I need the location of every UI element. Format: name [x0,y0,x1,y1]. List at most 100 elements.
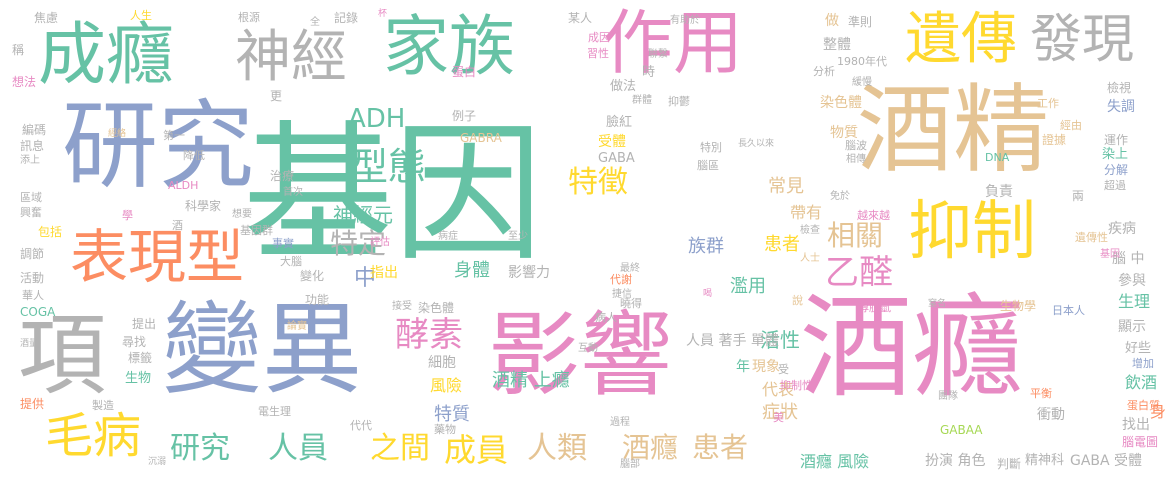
cloud-word: 包括 [38,225,63,239]
cloud-word: 第一 [163,129,185,142]
cloud-word: 免於 [830,191,850,202]
cloud-word: 添上 [20,155,40,166]
cloud-word: 抑制性 [780,379,813,392]
cloud-word: 型態 [350,145,427,189]
cloud-word: 衝動 [1037,407,1065,423]
cloud-word: 抑制 [908,195,1036,269]
cloud-word: 好些 [1125,341,1152,356]
cloud-word: 酵素 [395,315,463,355]
cloud-word: 乙醛 [825,253,893,293]
cloud-word: 遺傳性 [1075,231,1108,244]
cloud-word: 指出 [370,265,398,281]
cloud-word: 物質 [830,125,858,141]
cloud-word: 特別 [700,141,722,154]
cloud-word: COGA [20,305,56,319]
cloud-word: 相傳 [846,154,866,165]
cloud-word: 影響力 [508,265,550,281]
cloud-word: 分解 [1104,163,1129,177]
cloud-word: 基因 [1100,249,1120,260]
cloud-word: 工作 [1037,97,1059,110]
cloud-word: 編碼 [22,123,47,137]
cloud-word: 緩慢 [852,77,872,88]
cloud-word: 蛋白 [452,65,477,79]
cloud-word: 表現型 [70,223,245,291]
cloud-word: 成癮 [38,16,175,95]
cloud-word: 整體 [823,37,851,53]
cloud-word: 患者 [692,431,749,464]
cloud-word: 記錄 [334,11,359,25]
cloud-word: 人類 [527,431,587,466]
cloud-word: 論實 [287,321,307,332]
cloud-word: 特徵 [568,165,628,200]
cloud-word: 濫用 [730,276,766,297]
cloud-word: 稱 [12,43,25,57]
cloud-word: 變異 [162,291,362,408]
cloud-word: 顯示 [1118,319,1146,335]
cloud-word: GABRA [460,131,502,145]
cloud-word: 腦部 [620,459,640,470]
cloud-word: 人員 [268,431,328,466]
cloud-word: 習性 [587,47,609,60]
cloud-word: 生理 [1118,292,1151,311]
cloud-word: 功能 [305,293,330,307]
cloud-word: 疾病 [1108,221,1136,237]
cloud-word: 酒癮 [800,283,1024,413]
cloud-word: 大腦 [280,255,302,268]
cloud-word: 標籤 [128,351,153,365]
cloud-word: 毛病 [45,408,142,464]
cloud-word: 最終 [620,263,640,274]
cloud-word: 神經 [235,25,347,90]
cloud-word: 抑鬱 [668,95,690,108]
cloud-word: 染色體 [418,301,455,315]
cloud-word: 窒名 [928,299,947,309]
cloud-word: 長久以來 [738,139,775,149]
cloud-word: 藥物 [434,423,456,436]
cloud-word: ADH [348,104,406,134]
cloud-word: 參與 [1118,273,1146,289]
cloud-word: 成因 [588,31,610,44]
cloud-word: 提出 [132,317,157,331]
cloud-word: 身 [1150,402,1167,421]
cloud-word: 腦 中 [1112,251,1145,267]
cloud-word: 身體 [454,260,490,281]
cloud-word: 神經元 [333,203,393,227]
cloud-word: 相關 [827,219,884,252]
cloud-word: 聯繫 [648,49,668,60]
cloud-word: 評估 [370,237,390,248]
cloud-word: 證據 [1042,133,1067,147]
cloud-word: 影響 [488,302,673,409]
cloud-word: 發現 [1030,10,1135,70]
cloud-word: 基因 [243,108,544,282]
cloud-word: 腦區 [697,159,719,172]
cloud-word: 至少 [508,231,528,242]
cloud-word: 學 [122,209,133,222]
cloud-word: 日本人 [1052,304,1085,317]
cloud-word: 精神科 [1025,453,1065,468]
cloud-word: 蛋白質 [1127,399,1160,412]
cloud-word: 活動 [20,271,45,285]
cloud-word: 想要 [232,209,252,220]
cloud-word: 全 [310,17,320,28]
cloud-word: 美 [773,411,784,424]
cloud-word: 越來越 [857,209,890,222]
cloud-word: 代謝 [610,273,632,286]
cloud-word: 項 [18,304,107,407]
cloud-word: 成員 [444,431,509,469]
cloud-word: 互動 [578,343,598,354]
cloud-word: 受體 [598,134,626,150]
cloud-word: 製造 [92,399,114,412]
cloud-word: 時 [642,65,656,80]
cloud-word: 人士 [800,253,820,264]
cloud-word: 族群 [688,236,724,257]
cloud-word: 沉溺 [148,457,167,467]
cloud-word: 人員 著手 單體 [686,333,779,349]
cloud-word: 首次 [283,187,303,198]
cloud-word: 例子 [452,109,477,123]
cloud-word: 細胞 [428,355,456,371]
cloud-word: 腦電圖 [1122,435,1159,449]
cloud-word: 代表 [762,380,795,399]
cloud-word: 說 [792,294,803,307]
cloud-word: 捷信 [612,289,632,300]
cloud-word: 染色體 [820,95,862,111]
cloud-word: 生物學 [1000,299,1037,313]
